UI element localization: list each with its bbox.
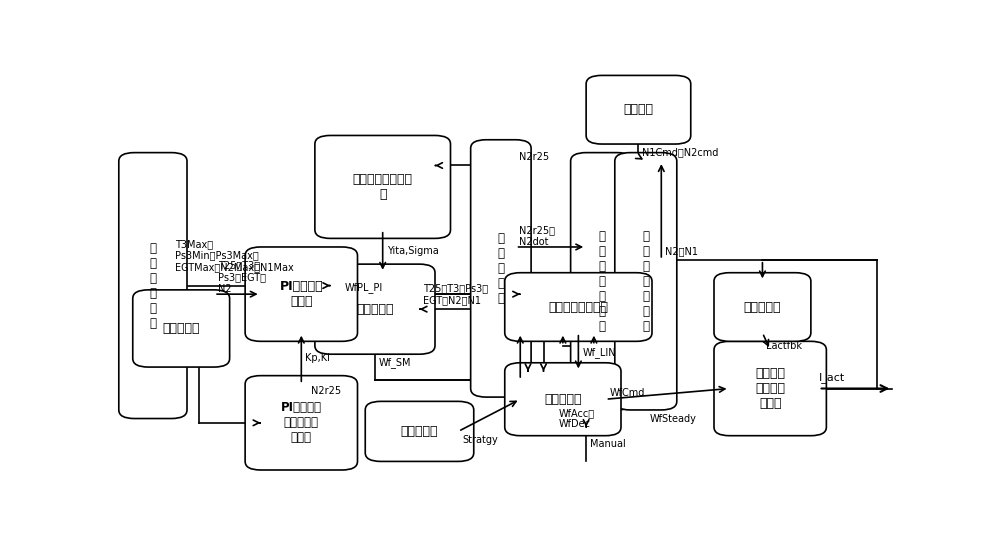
FancyBboxPatch shape <box>365 402 474 461</box>
Text: 参
数
保
护
设
定: 参 数 保 护 设 定 <box>149 242 156 330</box>
Text: Stratgy: Stratgy <box>462 435 498 445</box>
Text: 故障诊断器: 故障诊断器 <box>401 425 438 438</box>
FancyBboxPatch shape <box>119 153 187 418</box>
Text: 稳
态
线
性
控
制
器: 稳 态 线 性 控 制 器 <box>642 230 649 333</box>
Text: 伺服执行
机构闭环
控制器: 伺服执行 机构闭环 控制器 <box>755 367 785 410</box>
Text: Manual: Manual <box>590 439 626 449</box>
Text: 信号处理器: 信号处理器 <box>162 322 200 335</box>
Text: N1Cmd、N2cmd: N1Cmd、N2cmd <box>642 148 719 158</box>
Text: N2r25: N2r25 <box>519 152 550 162</box>
Text: PI参数限制
控制器: PI参数限制 控制器 <box>280 280 323 308</box>
Text: 过
渡
线
性
控
制
器: 过 渡 线 性 控 制 器 <box>598 230 605 333</box>
Text: PI参数限制
控制器系数
调度器: PI参数限制 控制器系数 调度器 <box>281 402 322 444</box>
Text: Lactfbk: Lactfbk <box>766 341 802 350</box>
Text: N2、N1: N2、N1 <box>665 246 698 256</box>
Text: 线性控制器选择器: 线性控制器选择器 <box>548 301 608 314</box>
Text: WfCmd: WfCmd <box>609 388 645 398</box>
Text: 信号处理器: 信号处理器 <box>744 301 781 314</box>
FancyBboxPatch shape <box>714 273 811 341</box>
Text: 推力设定: 推力设定 <box>623 103 653 116</box>
Text: WfAcc、
WfDec: WfAcc、 WfDec <box>559 408 595 429</box>
Text: 信
号
处
理
器: 信 号 处 理 器 <box>497 232 504 305</box>
Text: N2r25、
N2dot: N2r25、 N2dot <box>519 226 555 247</box>
FancyBboxPatch shape <box>471 140 531 397</box>
FancyBboxPatch shape <box>571 153 633 410</box>
FancyBboxPatch shape <box>505 273 652 341</box>
Text: Wf_SM: Wf_SM <box>379 358 411 368</box>
Text: T3Max、
Ps3Min、Ps3Max、
EGTMax、N2Max、N1Max: T3Max、 Ps3Min、Ps3Max、 EGTMax、N2Max、N1Max <box>175 239 294 272</box>
Text: WfSteady: WfSteady <box>650 413 697 423</box>
Text: WfPL_PI: WfPL_PI <box>344 282 383 293</box>
FancyBboxPatch shape <box>245 375 358 470</box>
Text: N2r25: N2r25 <box>311 385 341 395</box>
FancyBboxPatch shape <box>315 135 451 238</box>
Text: T25、T3、Ps3、
EGT、N2、N1: T25、T3、Ps3、 EGT、N2、N1 <box>423 284 488 305</box>
FancyBboxPatch shape <box>714 341 826 436</box>
Text: Yita,Sigma: Yita,Sigma <box>387 246 438 256</box>
FancyBboxPatch shape <box>505 363 621 436</box>
Text: I_act: I_act <box>819 372 845 383</box>
FancyBboxPatch shape <box>315 264 435 354</box>
Text: 燃油选择器: 燃油选择器 <box>544 393 582 405</box>
FancyBboxPatch shape <box>245 247 358 341</box>
Text: Kp,Ki: Kp,Ki <box>305 354 330 364</box>
Text: 滑模控制器: 滑模控制器 <box>356 302 394 316</box>
Text: 滑模控制器系数计
算: 滑模控制器系数计 算 <box>353 173 413 201</box>
FancyBboxPatch shape <box>586 75 691 144</box>
Text: T25、T3、
Ps3、EGT、
N2: T25、T3、 Ps3、EGT、 N2 <box>218 260 266 294</box>
FancyBboxPatch shape <box>615 153 677 410</box>
Text: Wf_LIN: Wf_LIN <box>582 346 616 358</box>
FancyBboxPatch shape <box>133 290 230 367</box>
